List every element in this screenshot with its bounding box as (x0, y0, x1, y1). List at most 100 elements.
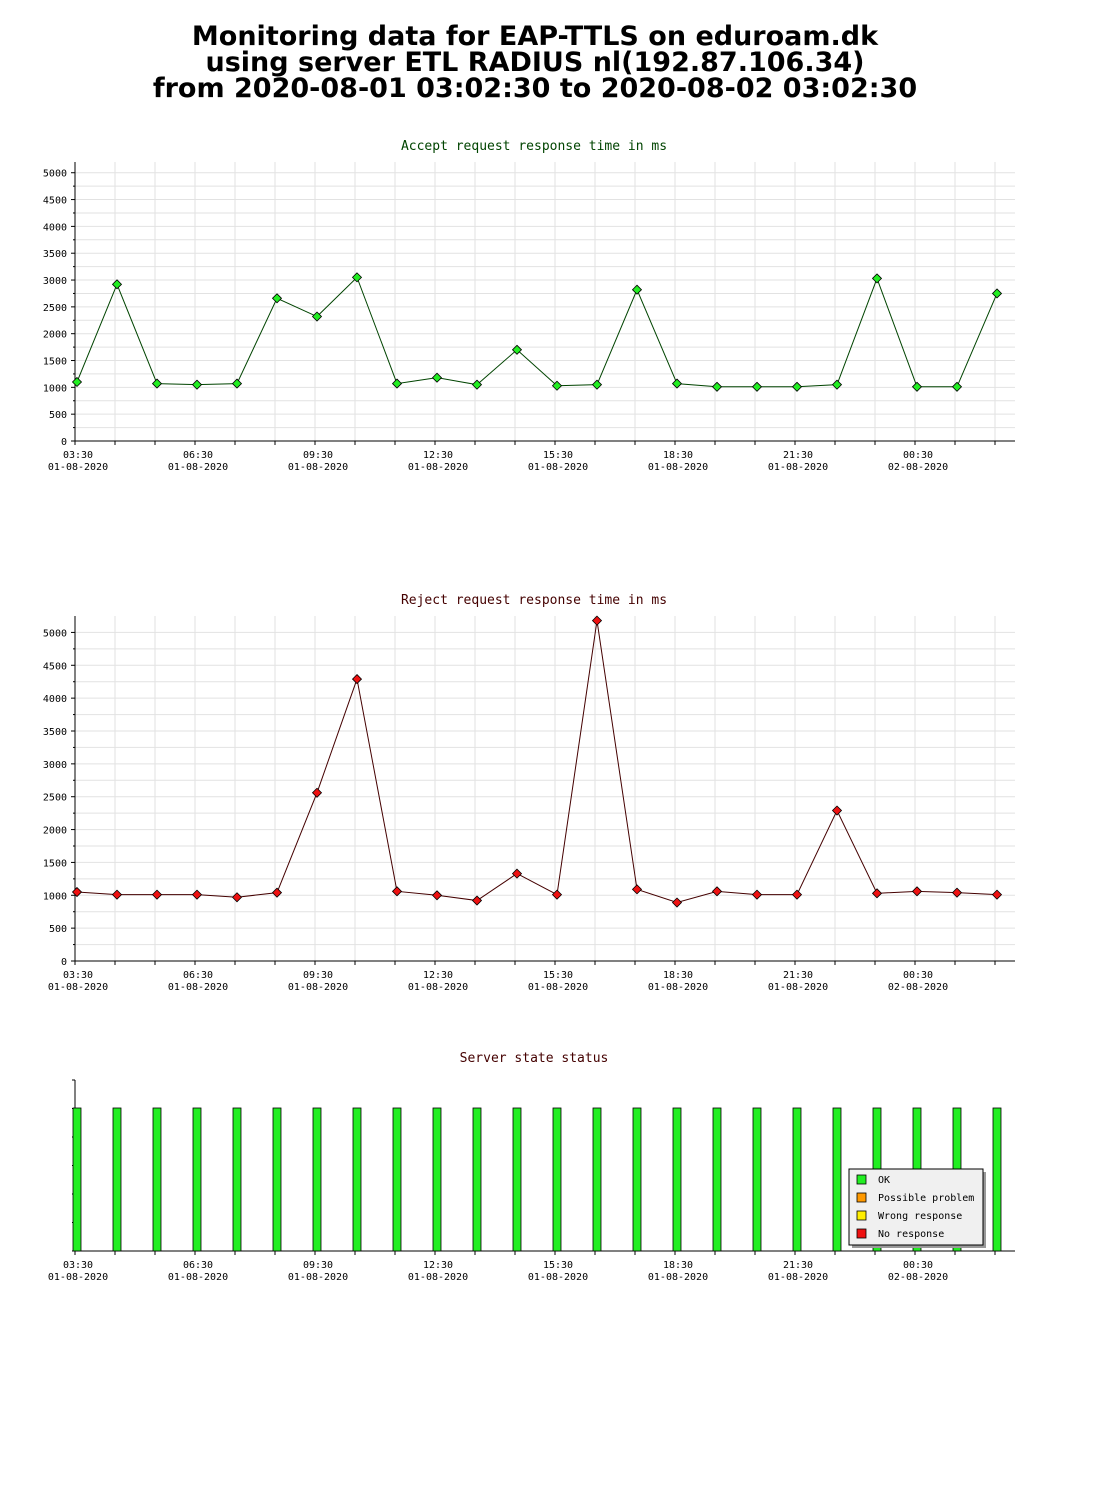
x-tick-label: 09:30 (303, 450, 333, 461)
data-point (591, 615, 603, 626)
chart-title: Reject request response time in ms (401, 593, 667, 608)
data-point (271, 293, 283, 304)
data-point (471, 379, 483, 390)
y-tick-label: 500 (49, 924, 67, 935)
status-bar (792, 1107, 802, 1252)
x-tick-date: 01-08-2020 (408, 1272, 468, 1283)
data-point (911, 381, 923, 392)
data-point (991, 288, 1003, 299)
x-tick-label: 06:30 (183, 450, 213, 461)
y-tick-label: 0 (61, 957, 67, 968)
data-point (631, 284, 643, 295)
status-bar (512, 1107, 522, 1252)
data-point (711, 381, 723, 392)
y-tick-label: 2000 (43, 826, 67, 837)
data-point (231, 892, 243, 903)
x-tick-label: 18:30 (663, 450, 693, 461)
x-tick-date: 01-08-2020 (648, 462, 708, 473)
y-tick-label: 5000 (43, 169, 67, 180)
x-tick-date: 01-08-2020 (168, 462, 228, 473)
x-tick-label: 03:30 (63, 450, 93, 461)
status-bar (592, 1107, 602, 1252)
data-point (351, 272, 363, 283)
x-tick-label: 09:30 (303, 970, 333, 981)
x-tick-label: 03:30 (63, 1260, 93, 1271)
x-tick-label: 06:30 (183, 970, 213, 981)
data-point (111, 279, 123, 290)
y-tick-label: 3500 (43, 727, 67, 738)
x-tick-date: 01-08-2020 (48, 1272, 108, 1283)
y-tick-label: 2500 (43, 303, 67, 314)
y-tick-label: 500 (49, 410, 67, 421)
x-tick-date: 02-08-2020 (888, 982, 948, 993)
chart-title: Server state status (460, 1051, 609, 1066)
x-tick-label: 03:30 (63, 970, 93, 981)
status-bar (752, 1107, 762, 1252)
accept-response-chart: Accept request response time in ms 0 500 10… (43, 139, 1015, 473)
data-point (191, 379, 203, 390)
data-point (511, 344, 523, 355)
y-tick-label: 2000 (43, 330, 67, 341)
chart-title: Accept request response time in ms (401, 139, 667, 154)
x-tick-date: 01-08-2020 (168, 982, 228, 993)
y-tick-label: 1000 (43, 383, 67, 394)
legend-box (848, 1168, 984, 1246)
x-tick-label: 09:30 (303, 1260, 333, 1271)
x-tick-date: 01-08-2020 (768, 982, 828, 993)
data-point (671, 897, 683, 908)
reject-response-chart: Reject request response time in ms 0 500 10… (43, 593, 1015, 993)
status-bar (352, 1107, 362, 1252)
x-tick-date: 01-08-2020 (408, 462, 468, 473)
x-tick-date: 01-08-2020 (168, 1272, 228, 1283)
data-point (871, 273, 883, 284)
status-bar (832, 1107, 842, 1252)
data-point (351, 674, 363, 685)
data-point (551, 380, 563, 391)
legend-swatch (856, 1228, 867, 1239)
legend-swatch (856, 1210, 867, 1221)
data-point (791, 381, 803, 392)
x-tick-date: 01-08-2020 (288, 462, 348, 473)
legend-label: Possible problem (878, 1193, 974, 1204)
data-point (951, 381, 963, 392)
y-tick-label: 1500 (43, 858, 67, 869)
status-bar (112, 1107, 122, 1252)
x-tick-label: 12:30 (423, 1260, 453, 1271)
y-tick-label: 3000 (43, 276, 67, 287)
x-tick-date: 02-08-2020 (888, 1272, 948, 1283)
data-point (711, 886, 723, 897)
legend-label: No response (878, 1229, 944, 1240)
status-bar (552, 1107, 562, 1252)
data-point (391, 886, 403, 897)
data-point (831, 379, 843, 390)
y-tick-label: 2500 (43, 793, 67, 804)
status-bar (72, 1107, 82, 1252)
y-tick-label: 5000 (43, 628, 67, 639)
x-tick-date: 01-08-2020 (528, 462, 588, 473)
x-tick-label: 18:30 (663, 970, 693, 981)
x-tick-date: 01-08-2020 (408, 982, 468, 993)
status-bar (312, 1107, 322, 1252)
x-tick-label: 12:30 (423, 450, 453, 461)
data-point (871, 888, 883, 899)
data-point (751, 889, 763, 900)
status-bar (632, 1107, 642, 1252)
y-tick-label: 3000 (43, 760, 67, 771)
data-point (991, 889, 1003, 900)
x-tick-date: 01-08-2020 (528, 982, 588, 993)
x-tick-label: 15:30 (543, 450, 573, 461)
y-tick-label: 1500 (43, 357, 67, 368)
legend-label: Wrong response (878, 1211, 962, 1222)
status-bar (152, 1107, 162, 1252)
x-tick-date: 01-08-2020 (528, 1272, 588, 1283)
title-line-3: from 2020-08-01 03:02:30 to 2020-08-02 0… (152, 73, 918, 104)
data-point (431, 372, 443, 383)
x-tick-label: 12:30 (423, 970, 453, 981)
server-state-chart: Server state status03:3001-08-202006:300… (48, 1051, 1015, 1283)
data-point (751, 381, 763, 392)
status-bar (272, 1107, 282, 1252)
x-tick-date: 01-08-2020 (288, 982, 348, 993)
data-point (391, 378, 403, 389)
data-point (271, 887, 283, 898)
legend-swatch (856, 1192, 867, 1203)
